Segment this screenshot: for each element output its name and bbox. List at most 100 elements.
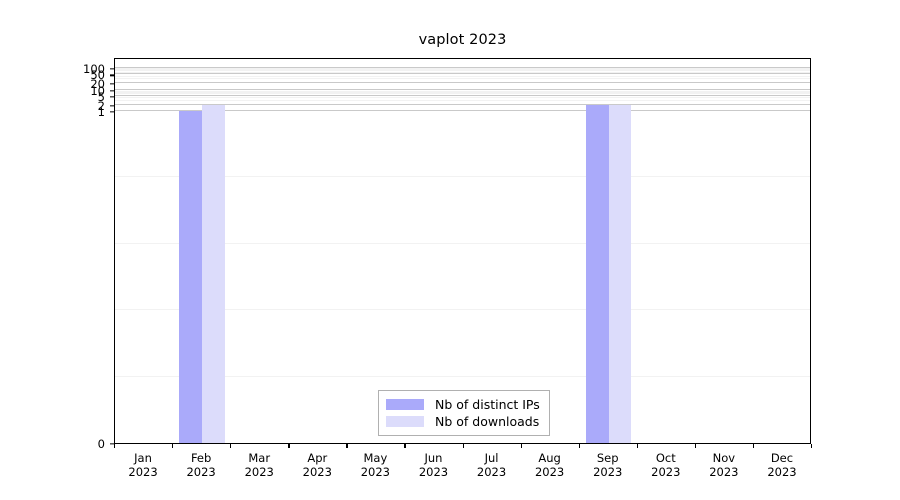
y-tick-label: 1 (97, 105, 105, 119)
y-tick-mark (110, 111, 114, 113)
gridline-minor (115, 99, 810, 101)
x-tick-month: Nov (712, 451, 736, 465)
x-tick-mark (811, 444, 813, 448)
y-axis: 0 1 2 5 10 20 50 100 (48, 58, 114, 451)
page-title: vaplot 2023 (418, 32, 507, 48)
legend-label: Nb of downloads (435, 414, 540, 429)
legend-label: Nb of distinct IPs (435, 397, 540, 412)
x-tick-month: Jan (134, 451, 152, 465)
x-tick-month: May (363, 451, 388, 465)
x-tick-mark (462, 444, 464, 448)
y-tick-label: 2 (97, 98, 105, 113)
x-tick-month: Oct (655, 451, 676, 465)
x-tick-month: Aug (538, 451, 561, 465)
x-tick-year: 2023 (476, 465, 507, 479)
x-tick-mark (578, 444, 580, 448)
x-tick-year: 2023 (186, 465, 216, 479)
x-tick-mark (694, 444, 697, 448)
x-tick-label: May 2023 (340, 451, 410, 479)
x-tick-year: 2023 (651, 465, 681, 479)
y-tick-label: 0 (97, 437, 105, 451)
gridline-minor (115, 78, 810, 80)
gridline-major (115, 103, 810, 105)
x-tick-mark (346, 444, 348, 448)
x-tick-mark (404, 444, 406, 448)
x-tick-month: Dec (770, 451, 794, 465)
y-tick-mark (110, 68, 114, 70)
x-tick-label: Sep 2023 (573, 451, 643, 479)
x-tick-label: Mar 2023 (224, 451, 294, 479)
x-tick-year: 2023 (302, 465, 332, 479)
x-tick-month: Mar (248, 451, 271, 465)
legend: Nb of distinct IPs Nb of downloads (378, 390, 550, 436)
x-tick-label: Jun 2023 (398, 451, 468, 479)
gridline-major (115, 94, 810, 96)
y-tick-mark (110, 104, 114, 107)
gridline-minor (115, 176, 810, 178)
gridline-minor (115, 309, 810, 311)
x-tick-label: Apr 2023 (282, 451, 352, 479)
gridline-minor (115, 71, 810, 73)
x-tick-label: Jan 2023 (108, 451, 178, 479)
gridline-minor (115, 75, 810, 77)
y-tick-mark (110, 96, 114, 98)
x-tick-year: 2023 (418, 465, 449, 479)
gridline-minor (115, 375, 810, 377)
x-tick-mark (172, 444, 174, 448)
x-tick-label: Feb 2023 (166, 451, 236, 479)
y-tick-label: 5 (97, 89, 105, 104)
x-tick-mark (520, 444, 522, 448)
x-tick-month: Jul (484, 451, 499, 465)
x-tick-mark (230, 444, 232, 448)
y-tick-mark (110, 89, 114, 92)
gridline-minor (115, 89, 810, 91)
x-tick-month: Feb (190, 451, 212, 465)
y-tick-mark (110, 83, 114, 85)
y-tick-mark (110, 443, 114, 445)
x-tick-year: 2023 (709, 465, 739, 479)
gridline-minor (115, 242, 810, 244)
x-tick-mark (114, 444, 116, 448)
y-tick-label: 50 (90, 68, 105, 83)
x-tick-year: 2023 (244, 465, 274, 479)
legend-item[interactable]: Nb of distinct IPs (386, 396, 540, 413)
x-tick-year: 2023 (128, 465, 158, 479)
legend-item[interactable]: Nb of downloads (386, 413, 540, 430)
gridline-major (115, 82, 810, 84)
x-tick-month: Jun (424, 451, 443, 465)
bar-feb-downloads (202, 104, 225, 443)
bar-feb-distinct-ips (179, 111, 203, 443)
x-tick-month: Sep (596, 451, 619, 465)
x-tick-mark (752, 444, 755, 448)
y-tick-label: 10 (90, 83, 105, 98)
gridline-minor (115, 93, 810, 95)
x-tick-label: Aug 2023 (515, 451, 585, 479)
x-axis: Jan 2023 Feb 2023 Mar 2023 Apr 2023 May 2023 Jun 20… (114, 444, 813, 496)
x-tick-label: Jul 2023 (457, 451, 527, 479)
x-tick-year: 2023 (593, 465, 623, 479)
y-tick-mark (110, 74, 114, 77)
bar-sep-downloads (608, 104, 632, 443)
gridline-minor (115, 90, 810, 92)
x-tick-month: Apr (307, 451, 328, 465)
bar-sep-distinct-ips (586, 104, 609, 443)
x-tick-year: 2023 (767, 465, 797, 479)
plot-area (114, 58, 811, 444)
x-tick-label: Nov 2023 (689, 451, 759, 479)
gridline-major (115, 88, 810, 90)
gridline-minor (115, 67, 810, 69)
x-tick-mark (288, 444, 290, 448)
gridline-major (115, 73, 810, 75)
legend-swatch-icon (386, 399, 424, 410)
x-tick-label: Dec 2023 (747, 451, 817, 479)
x-tick-mark (636, 444, 639, 448)
legend-swatch-icon (386, 416, 424, 427)
x-tick-year: 2023 (360, 465, 391, 479)
gridline-minor (115, 91, 810, 93)
gridline-major (115, 110, 810, 111)
y-tick-label: 20 (90, 77, 105, 92)
gridline-major (115, 67, 810, 68)
gridline-minor (115, 70, 810, 72)
x-tick-label: Oct 2023 (631, 451, 701, 479)
